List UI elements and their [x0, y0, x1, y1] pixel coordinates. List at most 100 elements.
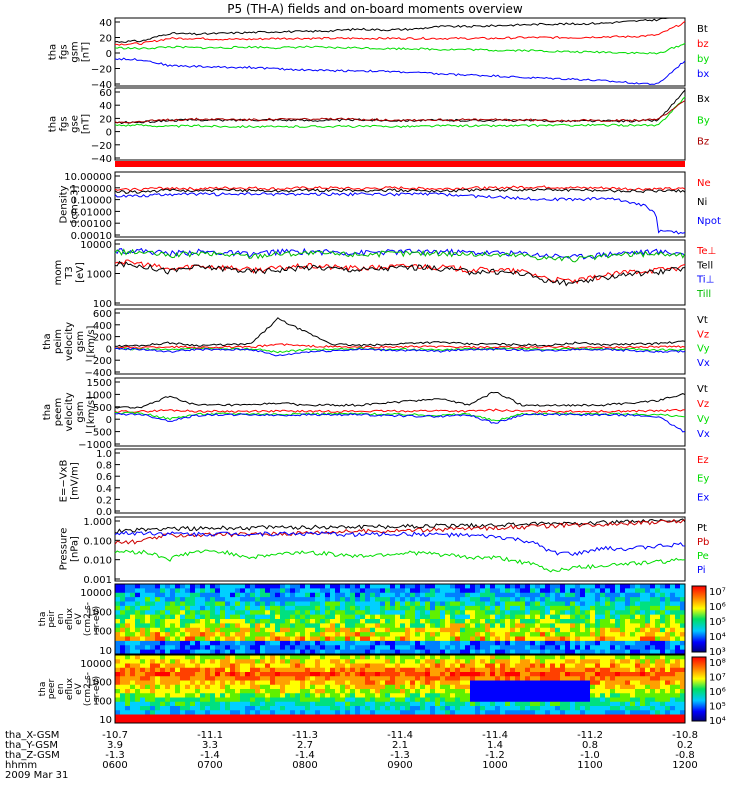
spectrogram-cell [355, 588, 361, 594]
spectrogram-cell [570, 619, 576, 624]
spectrogram-cell [435, 605, 441, 611]
y-tick-label: 1.00000 [71, 184, 112, 195]
spectrogram-cell [360, 706, 366, 711]
spectrogram-cell [185, 645, 191, 651]
spectrogram-cell [420, 623, 426, 629]
spectrogram-cell [665, 706, 671, 711]
spectrogram-cell [185, 597, 191, 602]
panel-frame [114, 171, 686, 238]
spectrogram-cell [470, 605, 476, 611]
y-axis-label: en [56, 683, 66, 694]
spectrogram-cell [265, 614, 271, 620]
spectrogram-cell [215, 667, 221, 673]
spectrogram-cell [650, 659, 656, 664]
spectrogram-cell [520, 710, 526, 715]
spectrogram-cell [590, 693, 596, 698]
spectrogram-cell [400, 706, 406, 711]
spectrogram-cell [570, 667, 576, 673]
spectrogram-cell [460, 627, 466, 633]
spectrogram-cell [400, 680, 406, 686]
spectrogram-cell [295, 689, 301, 694]
spectrogram-cell [575, 632, 581, 637]
spectrogram-cell [295, 697, 301, 703]
spectrogram-cell [350, 684, 356, 690]
spectrogram-cell [615, 610, 621, 616]
spectrogram-cell [545, 649, 551, 655]
spectrogram-cell [600, 592, 606, 598]
spectrogram-cell [450, 701, 456, 707]
series-line-Tell [114, 260, 686, 287]
spectrogram-cell [180, 601, 186, 607]
spectrogram-cell [390, 588, 396, 594]
spectrogram-cell [680, 614, 686, 620]
spectrogram-cell [330, 706, 336, 711]
spectrogram-cell [330, 627, 336, 633]
spectrogram-cell [115, 663, 121, 669]
spectrogram-cell [655, 619, 661, 624]
spectrogram-cell [150, 701, 156, 707]
spectrogram-cell [605, 680, 611, 686]
spectrogram-cell [375, 627, 381, 633]
spectrogram-cell [285, 684, 291, 690]
spectrogram-cell [120, 584, 126, 589]
spectrogram-cell [200, 614, 206, 620]
spectrogram-cell [560, 684, 566, 690]
spectrogram-cell [360, 623, 366, 629]
spectrogram-cell [285, 667, 291, 673]
spectrogram-cell [325, 693, 331, 698]
spectrogram-cell [120, 610, 126, 616]
spectrogram-cell [410, 710, 416, 715]
spectrogram-cell [420, 627, 426, 633]
spectrogram-cell [430, 619, 436, 624]
spectrogram-cell [615, 701, 621, 707]
spectrogram-cell [355, 640, 361, 646]
spectrogram-cell [190, 697, 196, 703]
spectrogram-cell [425, 689, 431, 694]
spectrogram-cell [600, 636, 606, 642]
spectrogram-cell [610, 610, 616, 616]
spectrogram-cell [305, 649, 311, 655]
spectrogram-cell [225, 627, 231, 633]
spectrogram-cell [645, 614, 651, 620]
spectrogram-cell [255, 584, 261, 589]
spectrogram-cell [200, 659, 206, 664]
spectrogram-cell [265, 663, 271, 669]
spectrogram-cell [120, 627, 126, 633]
spectrogram-cell [135, 680, 141, 686]
spectrogram-cell [675, 649, 681, 655]
spectrogram-cell [510, 601, 516, 607]
spectrogram-cell [420, 710, 426, 715]
spectrogram-cell [435, 697, 441, 703]
spectrogram-cell [615, 667, 621, 673]
spectrogram-cell [315, 680, 321, 686]
spectrogram-cell [210, 636, 216, 642]
spectrogram-cell [405, 645, 411, 651]
spectrogram-cell [385, 655, 391, 660]
spectrogram-cell [165, 701, 171, 707]
spectrogram-cell [315, 645, 321, 651]
spectrogram-cell [675, 667, 681, 673]
spectrogram-cell [205, 714, 211, 720]
spectrogram-cell [150, 614, 156, 620]
spectrogram-cell [430, 610, 436, 616]
spectrogram-cell [455, 718, 461, 724]
spectrogram-cell [165, 636, 171, 642]
spectrogram-cell [460, 610, 466, 616]
spectrogram-cell [535, 645, 541, 651]
spectrogram-cell [475, 640, 481, 646]
spectrogram-cell [540, 649, 546, 655]
spectrogram-cell [275, 636, 281, 642]
spectrogram-cell [210, 701, 216, 707]
spectrogram-cell [515, 597, 521, 602]
spectrogram-cell [215, 627, 221, 633]
spectrogram-cell [385, 619, 391, 624]
spectrogram-cell [320, 684, 326, 690]
y-tick-label: 40 [99, 101, 112, 112]
spectrogram-cell [330, 655, 336, 660]
spectrogram-cell [650, 672, 656, 677]
spectrogram-cell [665, 693, 671, 698]
spectrogram-cell [150, 610, 156, 616]
spectrogram-cell [120, 655, 126, 660]
spectrogram-cell [605, 693, 611, 698]
spectrogram-cell [590, 601, 596, 607]
